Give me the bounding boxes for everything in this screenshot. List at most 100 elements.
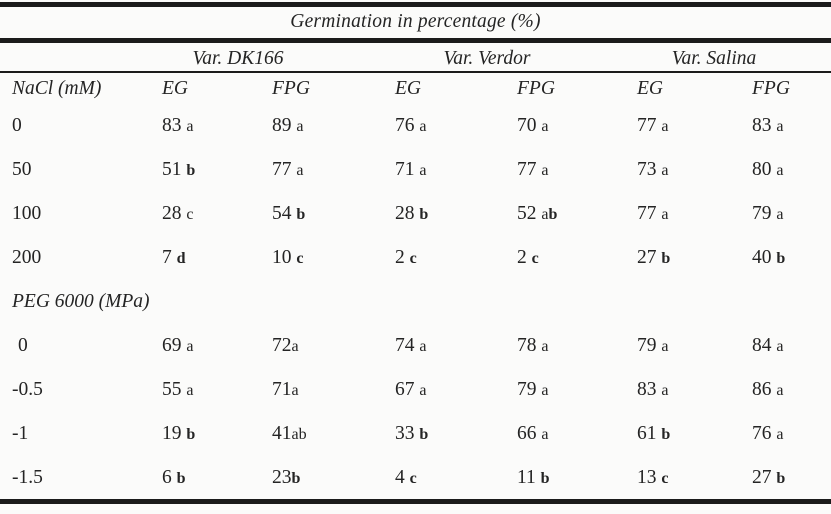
table-title: Germination in percentage (%) [290, 11, 541, 32]
table-cell: 67 a [395, 379, 427, 400]
significance-letter: a [186, 118, 194, 135]
table-cell: 41ab [272, 423, 307, 444]
row-label: 100 [12, 203, 42, 224]
table-cell: 28 c [162, 203, 194, 224]
significance-letter-bold: c [409, 470, 417, 487]
significance-letter: a [186, 338, 194, 355]
significance-letter: a [541, 206, 549, 223]
variety-header-verdor: Var. Verdor [443, 48, 531, 69]
table-cell: 11 b [517, 467, 550, 488]
table-cell: 73 a [637, 159, 669, 180]
table-cell: 78 a [517, 335, 549, 356]
table-cell: 83 a [162, 115, 194, 136]
significance-letter: a [541, 118, 549, 135]
row-label: 200 [12, 247, 42, 268]
table-row: 50 51 b 77 a 71 a 77 a 73 a 80 a [0, 148, 831, 192]
significance-letter-bold: b [186, 426, 196, 443]
table-cell: 4 c [395, 467, 417, 488]
table-cell: 61 b [637, 423, 671, 444]
row-label: -1 [12, 423, 29, 444]
table-cell: 71a [272, 379, 299, 400]
table-cell: 2 c [517, 247, 539, 268]
table-row: 100 28 c 54 b 28 b 52 ab 77 a 79 a [0, 192, 831, 236]
significance-letter: a [541, 338, 549, 355]
col-header-eg-verdor: EG [395, 78, 421, 99]
significance-letter: a [291, 382, 299, 399]
significance-letter: a [419, 338, 427, 355]
table-cell: 6 b [162, 467, 186, 488]
col-header-fpg-dk166: FPG [272, 78, 310, 99]
table-cell: 86 a [752, 379, 784, 400]
table-cell: 2 c [395, 247, 417, 268]
subheader-rule [0, 71, 831, 73]
significance-letter: a [776, 118, 784, 135]
significance-letter: a [419, 382, 427, 399]
row-label: -0.5 [12, 379, 43, 400]
col-header-eg-salina: EG [637, 78, 663, 99]
significance-letter-bold: b [540, 470, 550, 487]
table-cell: 54 b [272, 203, 306, 224]
significance-letter: a [776, 382, 784, 399]
significance-letter-bold: d [176, 250, 186, 267]
significance-letter-bold: b [296, 206, 306, 223]
table-cell: 28 b [395, 203, 429, 224]
col-header-fpg-verdor: FPG [517, 78, 555, 99]
table-row: 200 7 d 10 c 2 c 2 c 27 b 40 b [0, 236, 831, 280]
table-cell: 33 b [395, 423, 429, 444]
significance-letter-bold: b [419, 206, 429, 223]
table-cell: 10 c [272, 247, 304, 268]
table-cell: 40 b [752, 247, 786, 268]
significance-letter: a [419, 118, 427, 135]
significance-letter: a [776, 338, 784, 355]
table-top-rule [0, 2, 831, 7]
variety-header-dk166: Var. DK166 [192, 48, 284, 69]
table-row: 0 83 a 89 a 76 a 70 a 77 a 83 a [0, 104, 831, 148]
col-header-eg-dk166: EG [162, 78, 188, 99]
table-cell: 13 c [637, 467, 669, 488]
significance-letter: a [776, 162, 784, 179]
table-cell: 76 a [752, 423, 784, 444]
table-cell: 52 ab [517, 203, 558, 224]
table-header-rule [0, 38, 831, 43]
table-cell: 77 a [637, 203, 669, 224]
table-cell: 19 b [162, 423, 196, 444]
column-header-row: NaCl (mM) EG FPG EG FPG EG FPG [0, 76, 831, 102]
table-cell: 79 a [517, 379, 549, 400]
significance-letter: ab [291, 426, 307, 443]
significance-letter: a [291, 338, 299, 355]
row-header-nacl: NaCl (mM) [12, 78, 102, 99]
significance-letter-bold: b [419, 426, 429, 443]
table-row: 0 69 a 72a 74 a 78 a 79 a 84 a [0, 324, 831, 368]
table-cell: 74 a [395, 335, 427, 356]
table-cell: 27 b [637, 247, 671, 268]
significance-letter-bold: b [776, 470, 786, 487]
significance-letter: c [186, 206, 194, 223]
table-cell: 77 a [517, 159, 549, 180]
table-cell: 23b [272, 467, 301, 488]
significance-letter-bold: b [776, 250, 786, 267]
table-cell: 76 a [395, 115, 427, 136]
row-label: 50 [12, 159, 32, 180]
variety-header-salina: Var. Salina [671, 48, 757, 69]
table-cell: 27 b [752, 467, 786, 488]
significance-letter: a [661, 162, 669, 179]
table-cell: 51 b [162, 159, 196, 180]
row-label: -1.5 [12, 467, 43, 488]
significance-letter-bold: b [291, 470, 301, 487]
table-cell: 84 a [752, 335, 784, 356]
significance-letter: a [296, 162, 304, 179]
significance-letter: a [776, 206, 784, 223]
table-cell: 80 a [752, 159, 784, 180]
table-cell: 7 d [162, 247, 186, 268]
significance-letter-bold: b [186, 162, 196, 179]
table-cell: 66 a [517, 423, 549, 444]
significance-letter-bold: c [296, 250, 304, 267]
significance-letter: a [419, 162, 427, 179]
significance-letter: a [661, 118, 669, 135]
significance-letter: a [541, 426, 549, 443]
table-cell: 79 a [637, 335, 669, 356]
significance-letter: a [661, 206, 669, 223]
table-cell: 70 a [517, 115, 549, 136]
significance-letter-bold: b [176, 470, 186, 487]
